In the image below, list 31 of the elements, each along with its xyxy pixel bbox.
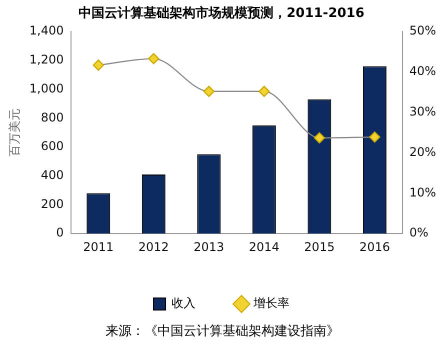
y-tick-label: 400 bbox=[40, 168, 64, 182]
point bbox=[92, 60, 104, 71]
legend-label: 增长率 bbox=[252, 296, 290, 310]
y2-tick-label: 10% bbox=[409, 185, 436, 200]
point bbox=[314, 132, 326, 144]
x-tick-label: 2016 bbox=[359, 240, 390, 254]
x-tick-label: 2015 bbox=[304, 240, 335, 254]
y-tick-label: 1,000 bbox=[29, 81, 64, 96]
y-tick-label: 200 bbox=[40, 196, 64, 211]
y2-tick-label: 50% bbox=[409, 24, 436, 38]
source-note: 来源：《中国云计算基础架构建设指南》 bbox=[106, 324, 340, 339]
y-tick-label: 1,200 bbox=[29, 52, 64, 67]
point bbox=[369, 131, 380, 143]
y2-tick-label: 20% bbox=[409, 144, 436, 159]
x-tick-label: 2014 bbox=[248, 240, 280, 254]
point bbox=[148, 53, 160, 64]
y-tick-label: 0 bbox=[56, 226, 64, 240]
y2-tick-label: 30% bbox=[409, 104, 436, 119]
x-tick-label: 2013 bbox=[194, 240, 224, 254]
y-axis-title: 百万美元 bbox=[7, 108, 22, 157]
x-tick-label: 2012 bbox=[138, 240, 169, 254]
point bbox=[258, 86, 270, 97]
y-tick-label: 600 bbox=[40, 139, 64, 154]
point bbox=[203, 86, 215, 97]
y-tick-label: 1,400 bbox=[29, 24, 64, 38]
legend-label: 收入 bbox=[172, 296, 196, 310]
y2-tick-label: 0% bbox=[409, 226, 428, 240]
y2-tick-label: 40% bbox=[409, 64, 436, 78]
x-tick-label: 2011 bbox=[83, 240, 114, 254]
y-tick-label: 800 bbox=[40, 110, 64, 124]
chart-title: 中国云计算基础架构市场规模预测，2011-2016 bbox=[78, 5, 364, 22]
